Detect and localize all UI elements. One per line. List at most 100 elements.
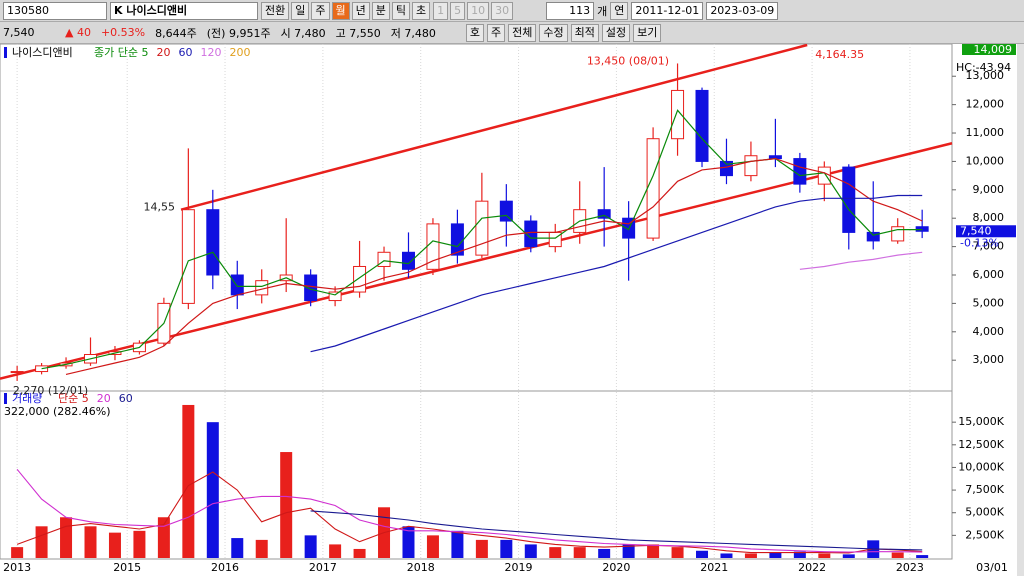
x-tick-label: 2021 xyxy=(700,561,728,574)
candle-body xyxy=(10,371,24,374)
y-tick-label: 15,000K xyxy=(958,415,1004,428)
volume-bar xyxy=(524,544,537,558)
code-input[interactable]: 130580 xyxy=(3,1,107,20)
volume-last: 322,000 (282.46%) xyxy=(4,405,111,418)
end-label: 03/01 xyxy=(976,561,1008,574)
volume-bar xyxy=(35,526,48,558)
y-tick-label: 12,500K xyxy=(958,438,1004,451)
y-tick-label: 10,000 xyxy=(966,154,1005,167)
legend-entry: 20 xyxy=(156,46,170,59)
info-button[interactable]: 보기 xyxy=(633,23,662,42)
info-button[interactable]: 수정 xyxy=(539,23,568,42)
x-tick-label: 2022 xyxy=(798,561,826,574)
period-button[interactable]: 월 xyxy=(331,1,350,20)
annotation: 13,450 (08/01) xyxy=(587,54,669,67)
end-date[interactable]: 2023-03-09 xyxy=(706,1,779,20)
volume-bar xyxy=(304,535,317,558)
candle-body xyxy=(499,200,513,222)
volume: 8,644주 xyxy=(155,26,197,40)
info-button[interactable]: 최적 xyxy=(570,23,599,42)
interval-button[interactable]: 30 xyxy=(491,1,514,20)
candle-body xyxy=(401,251,415,270)
volume-bar xyxy=(720,553,733,558)
info-button[interactable]: 주 xyxy=(487,23,506,42)
volume-bar xyxy=(622,544,635,558)
volume-bar xyxy=(475,539,488,558)
x-tick-label: 2017 xyxy=(309,561,337,574)
candle-body xyxy=(35,365,49,373)
candle-body xyxy=(842,166,856,233)
y-tick-label: 5,000K xyxy=(965,506,1004,519)
candle-body xyxy=(744,155,758,177)
period-button[interactable]: 틱 xyxy=(391,1,410,20)
info-button[interactable]: 호 xyxy=(465,23,485,42)
y-tick-label: 9,000 xyxy=(973,183,1005,196)
badge-bg xyxy=(956,225,1016,238)
count-input[interactable]: 113 xyxy=(546,1,595,20)
legend-marker xyxy=(4,393,7,404)
annotation: 14,55 xyxy=(144,201,176,214)
badge-last: 7,540 xyxy=(960,224,992,237)
candle-body xyxy=(206,209,220,276)
candle-body xyxy=(695,89,709,162)
period-button[interactable]: 분 xyxy=(371,1,390,20)
annotation: 4,164.35 xyxy=(815,48,864,61)
volume-bar xyxy=(696,550,709,558)
badge-hc: HC:-43.94 xyxy=(956,61,1011,74)
price: 7,540 xyxy=(3,26,35,39)
volume-bar xyxy=(108,532,121,558)
y-tick-label: 3,000 xyxy=(973,353,1005,366)
period-button[interactable]: 일 xyxy=(291,1,310,20)
x-tick-label: 2020 xyxy=(602,561,630,574)
volume-bar xyxy=(744,553,757,558)
volume-bar xyxy=(206,422,219,558)
moving-average xyxy=(65,157,923,375)
change: ▲ 40 xyxy=(65,26,91,39)
candle-body xyxy=(181,209,195,304)
volume-bar xyxy=(353,548,366,558)
candle-body xyxy=(817,166,831,185)
info-bar: 7,540 ▲ 40 +0.53% 8,644주 (전) 9,951주 시 7,… xyxy=(0,22,1024,44)
legend-entry: 종가 단순 5 xyxy=(94,46,148,59)
start-date[interactable]: 2011-12-01 xyxy=(631,1,704,20)
y-tick-label: 12,000 xyxy=(966,98,1005,111)
y-tick-label: 7,000 xyxy=(973,240,1005,253)
candle-body xyxy=(328,291,342,302)
period-button[interactable]: 초 xyxy=(412,1,431,20)
legend-entry: 200 xyxy=(229,46,250,59)
volume-bar xyxy=(231,538,244,558)
period-button[interactable]: 년 xyxy=(351,1,370,20)
candle-body xyxy=(597,209,611,219)
name-input[interactable]: K 나이스디앤비 xyxy=(110,1,258,20)
y-tick-label: 6,000 xyxy=(973,268,1005,281)
volume-bar xyxy=(255,539,268,558)
candle-body xyxy=(793,158,807,185)
candle-body xyxy=(719,160,733,177)
info-button[interactable]: 전체 xyxy=(508,23,537,42)
volume-average xyxy=(310,510,923,551)
volume-bar xyxy=(182,404,195,558)
y-tick-label: 4,000 xyxy=(973,325,1005,338)
toolbar: 130580 K 나이스디앤비 전환 일 주 월 년 분 틱 초 1 5 10 30 113 개 연… xyxy=(0,0,1024,22)
interval-button[interactable]: 5 xyxy=(450,1,466,20)
range-button[interactable]: 연 xyxy=(610,1,629,20)
high: 고 7,550 xyxy=(335,26,381,40)
interval-button[interactable]: 1 xyxy=(433,1,449,20)
x-tick-label: 2015 xyxy=(113,561,141,574)
period-button[interactable]: 주 xyxy=(311,1,330,20)
period-button[interactable]: 전환 xyxy=(261,1,290,20)
legend-entry: 60 xyxy=(119,392,133,405)
volume-bar xyxy=(769,552,782,558)
volume-bar xyxy=(329,544,342,558)
y-tick-label: 5,000 xyxy=(973,296,1005,309)
trendline xyxy=(180,43,808,211)
volume-bar xyxy=(426,535,439,558)
interval-buttons: 1 5 10 30 xyxy=(433,1,514,20)
count-unit: 개 xyxy=(597,4,608,18)
info-button[interactable]: 설정 xyxy=(601,23,631,42)
legend-entry: 60 xyxy=(178,46,192,59)
interval-button[interactable]: 10 xyxy=(467,1,490,20)
volume-bar xyxy=(598,548,611,558)
volume-bar xyxy=(549,547,562,558)
